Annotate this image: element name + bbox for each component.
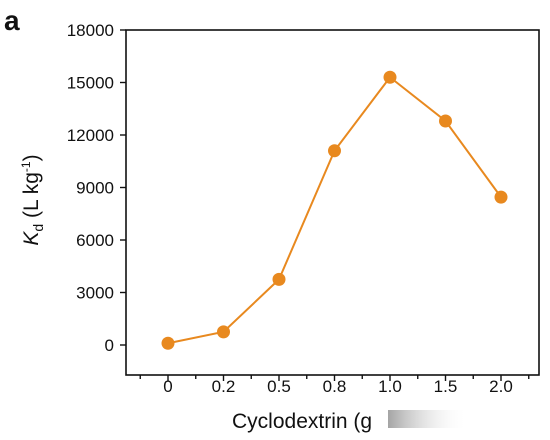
x-tick-label: 0.8 <box>323 377 347 396</box>
x-tick-label: 0.5 <box>267 377 291 396</box>
y-tick-label: 6000 <box>76 231 114 250</box>
x-axis: 0 0.2 0.5 0.8 1.0 1.5 2.0 <box>139 375 530 396</box>
data-point <box>328 144 341 158</box>
data-point <box>161 336 175 350</box>
data-point <box>494 190 508 204</box>
caption-blur <box>388 410 468 428</box>
data-point <box>383 70 397 84</box>
x-tick-label: 1.0 <box>378 377 402 396</box>
y-tick-label: 18000 <box>67 21 114 40</box>
y-tick-label: 12000 <box>67 126 114 145</box>
axes <box>125 29 540 376</box>
panel-label: a <box>4 5 20 36</box>
y-tick-label: 15000 <box>67 74 114 93</box>
y-tick-label: 9000 <box>76 179 114 198</box>
x-tick-label: 1.5 <box>434 377 458 396</box>
y-axis: 0 3000 6000 9000 12000 15000 18000 <box>67 21 126 355</box>
x-tick-label: 0 <box>163 377 172 396</box>
series-line <box>167 75 502 345</box>
y-tick-label: 3000 <box>76 284 114 303</box>
y-tick-label: 0 <box>105 336 114 355</box>
x-axis-title: Cyclodextrin (g <box>232 410 372 433</box>
y-axis-title: Kd (L kg-1) <box>19 154 46 245</box>
x-tick-label: 0.2 <box>212 377 236 396</box>
data-point <box>439 114 452 128</box>
x-tick-label: 2.0 <box>489 377 513 396</box>
plot-frame <box>125 29 540 376</box>
series-points <box>161 70 508 350</box>
data-point <box>217 325 230 339</box>
data-point <box>272 272 286 286</box>
series <box>161 70 508 350</box>
